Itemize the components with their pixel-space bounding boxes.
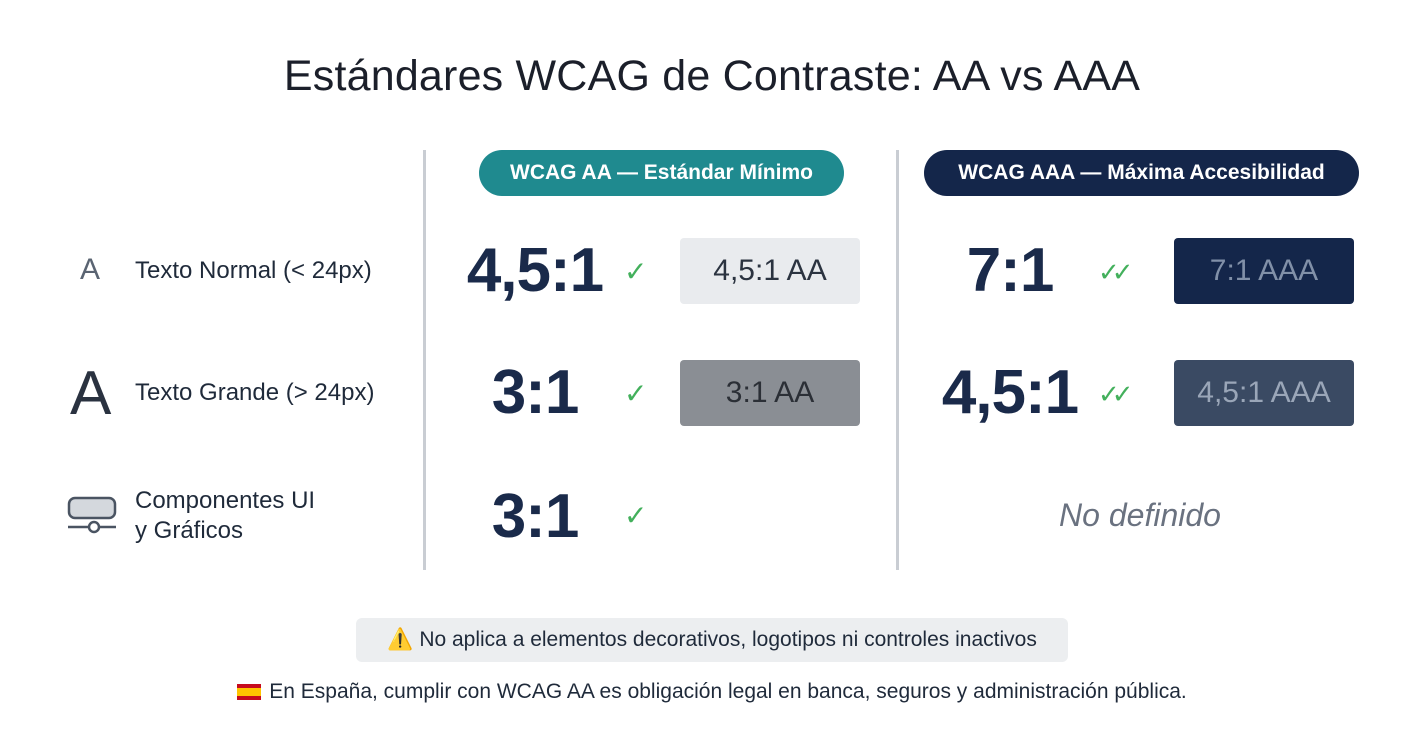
check-icon: ✓: [624, 256, 648, 287]
aa-sample-normal-text: 4,5:1 AA: [680, 238, 860, 304]
aaa-ratio-normal-text: 7:1: [966, 236, 1055, 305]
row-label-large-text: Texto Grande (> 24px): [135, 379, 375, 406]
check-icon: ✓: [624, 378, 648, 409]
row-label-normal-text: Texto Normal (< 24px): [135, 257, 372, 284]
decorative-exemption-notice: ⚠️ No aplica a elementos decorativos, lo…: [356, 618, 1068, 662]
row-label-ui-components: Componentes UI y Gráficos: [135, 486, 315, 546]
spain-flag-icon: [237, 684, 262, 700]
aaa-sample-large-text: 4,5:1 AAA: [1174, 360, 1354, 426]
warning-icon: ⚠️: [387, 628, 414, 651]
aaa-sample-normal-text: 7:1 AAA: [1174, 238, 1354, 304]
letter-a-small-icon: A: [80, 253, 101, 286]
double-check-icon: ✓✓: [1098, 257, 1133, 287]
aa-sample-large-text: 3:1 AA: [680, 360, 860, 426]
aa-ratio-normal-text: 4,5:1: [466, 236, 604, 305]
aa-ratio-ui-components: 3:1: [491, 482, 580, 551]
column-divider-left: [423, 150, 426, 570]
check-icon: ✓: [624, 500, 648, 531]
page-title: Estándares WCAG de Contraste: AA vs AAA: [283, 52, 1141, 100]
letter-a-large-icon: A: [70, 359, 112, 428]
wcag-aaa-header: WCAG AAA — Máxima Accesibilidad: [924, 150, 1359, 196]
column-divider-right: [896, 150, 899, 570]
aaa-not-defined: No definido: [1059, 497, 1221, 533]
footnote-text: En España, cumplir con WCAG AA es obliga…: [269, 680, 1187, 703]
wcag-aa-header: WCAG AA — Estándar Mínimo: [479, 150, 844, 196]
notice-text: No aplica a elementos decorativos, logot…: [419, 628, 1037, 651]
row-label-line-2: y Gráficos: [135, 517, 244, 544]
aaa-ratio-large-text: 4,5:1: [941, 358, 1079, 427]
row-label-line-1: Componentes UI: [135, 487, 316, 514]
aa-ratio-large-text: 3:1: [491, 358, 580, 427]
double-check-icon: ✓✓: [1098, 379, 1133, 409]
ui-component-slider-icon: [67, 496, 117, 534]
legal-footnote: En España, cumplir con WCAG AA es obliga…: [0, 680, 1424, 704]
